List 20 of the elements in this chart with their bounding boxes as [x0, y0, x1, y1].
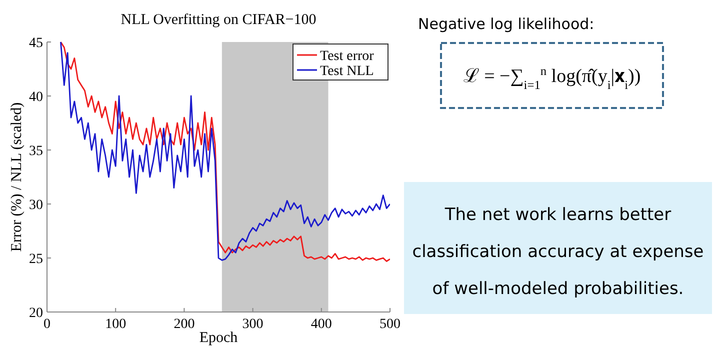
x-tick-label: 200: [174, 317, 195, 332]
x-tick-label: 100: [105, 317, 126, 332]
y-tick-label: 40: [29, 90, 43, 105]
y-tick-label: 35: [29, 144, 43, 159]
x-tick-label: 0: [44, 317, 50, 332]
x-tick-label: 300: [242, 317, 264, 332]
legend-label: Test error: [320, 49, 374, 64]
x-tick-label: 400: [310, 317, 332, 332]
y-tick-label: 30: [29, 198, 43, 213]
x-tick-label: 500: [380, 317, 400, 332]
y-tick-label: 20: [29, 306, 43, 321]
text: Negative log likelihood:: [418, 15, 594, 33]
legend-label: Test NLL: [320, 64, 374, 79]
text: The net work learns better classification accuracy at expense of well-modeled probabilities.: [412, 205, 704, 299]
x-axis-title: Epoch: [199, 330, 238, 346]
text: ℒ = −∑$_{i=1}$$^{n}$ log(π̂(y$_{i}$|𝐱$_{i}$)): [463, 64, 641, 92]
y-axis-title: Error (%) / NLL (scaled): [9, 102, 25, 252]
y-tick-label: 45: [29, 36, 43, 51]
y-tick-label: 25: [29, 252, 43, 267]
chart-title: NLL Overfitting on CIFAR−100: [120, 12, 316, 28]
